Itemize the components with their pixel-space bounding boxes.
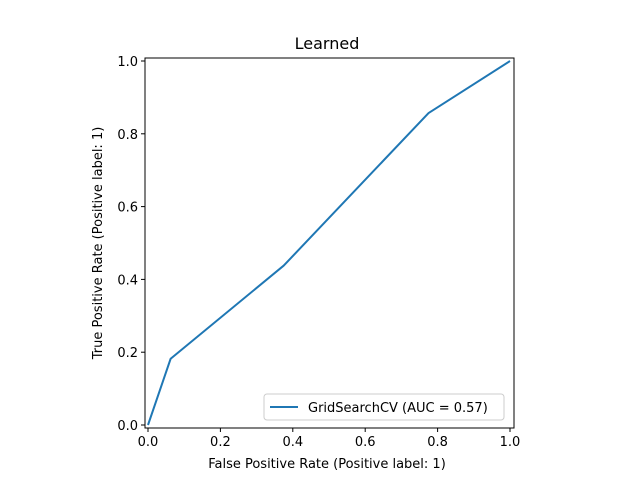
plot-area: 0.0 0.2 0.4 0.6 0.8 1.0 0.0 0.2 0.4 0.6 0.8 1.0 (117, 55, 520, 450)
y-axis-ticks: 0.0 0.2 0.4 0.6 0.8 1.0 (117, 55, 145, 434)
x-tick-label: 0.0 (138, 435, 159, 450)
x-axis-ticks: 0.0 0.2 0.4 0.6 0.8 1.0 (138, 428, 521, 450)
legend-label: GridSearchCV (AUC = 0.57) (308, 401, 488, 416)
y-tick-label: 0.6 (117, 201, 138, 216)
legend: GridSearchCV (AUC = 0.57) (263, 393, 505, 421)
y-axis-label: True Positive Rate (Positive label: 1) (91, 127, 106, 361)
y-tick-label: 1.0 (117, 55, 138, 70)
x-tick-label: 1.0 (500, 435, 521, 450)
roc-curve-line (147, 60, 511, 426)
legend-box (263, 393, 505, 421)
y-tick-label: 0.4 (117, 273, 138, 288)
x-axis-label: False Positive Rate (Positive label: 1) (208, 457, 446, 472)
y-tick-label: 0.2 (117, 346, 138, 361)
chart-title: Learned (295, 34, 360, 53)
x-tick-label: 0.6 (355, 435, 376, 450)
y-tick-label: 0.8 (117, 128, 138, 143)
x-tick-label: 0.4 (282, 435, 303, 450)
x-tick-label: 0.8 (427, 435, 448, 450)
y-tick-label: 0.0 (117, 419, 138, 434)
series-layer (147, 60, 511, 426)
x-tick-label: 0.2 (210, 435, 231, 450)
axes-frame (144, 57, 515, 429)
